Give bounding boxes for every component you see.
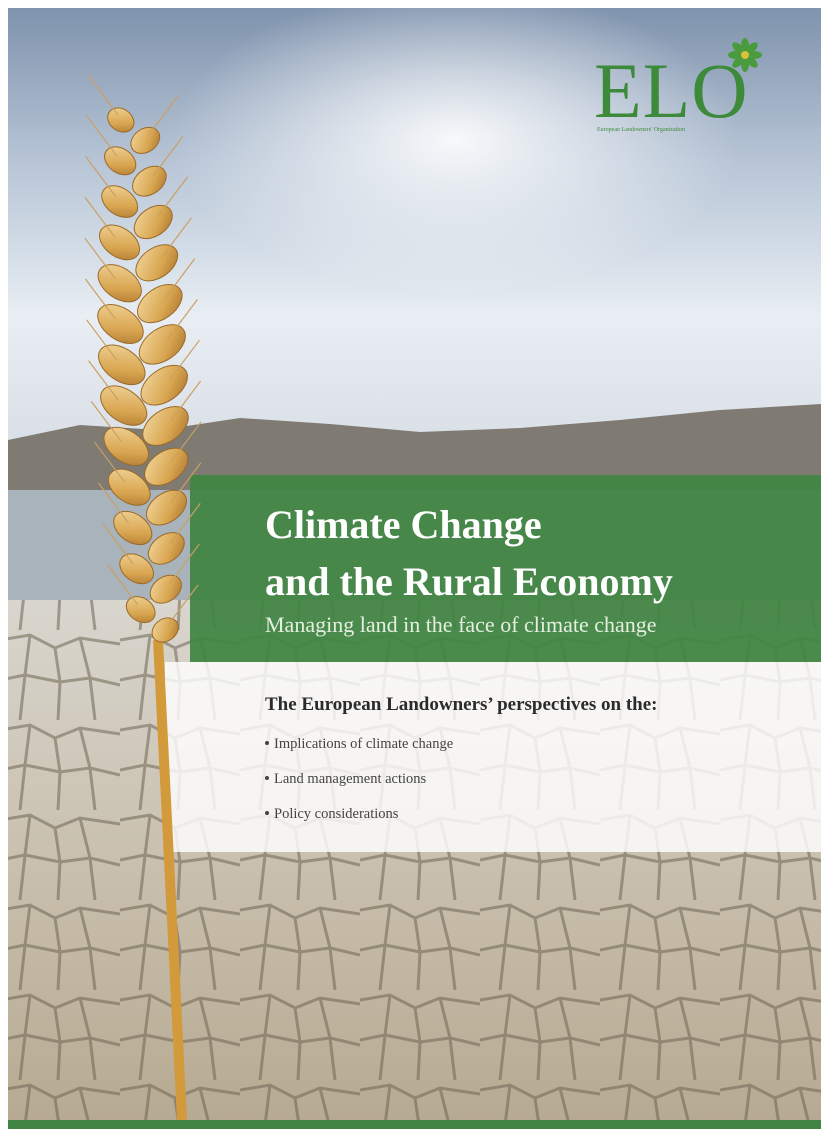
- perspective-item: Policy considerations: [265, 806, 398, 823]
- cover-page: ELO European Landowners' Organization Cl…: [0, 0, 821, 1129]
- bottom-rule: [8, 1120, 821, 1129]
- logo-mark: ELO: [594, 52, 749, 130]
- perspectives-heading: The European Landowners’ perspectives on…: [265, 694, 658, 716]
- perspective-item: Land management actions: [265, 771, 426, 788]
- logo-tagline: European Landowners' Organization: [597, 127, 685, 133]
- page: ELO cover {"logo": {"mark": "ELO", "tagl…: [0, 0, 821, 1129]
- perspective-item: Implications of climate change: [265, 736, 453, 753]
- info-band: [165, 662, 821, 852]
- subtitle: Managing land in the face of climate cha…: [265, 612, 657, 638]
- title-line: Climate Change: [265, 505, 542, 545]
- title-line: and the Rural Economy: [265, 562, 673, 602]
